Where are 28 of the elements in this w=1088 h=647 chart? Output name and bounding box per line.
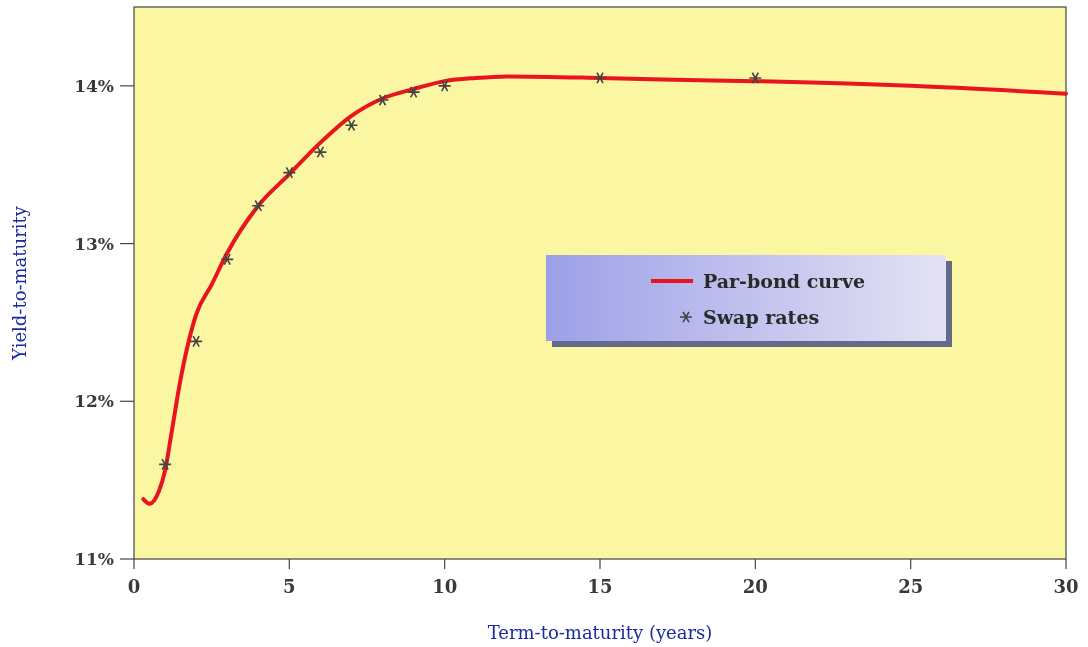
- point: [251, 199, 266, 212]
- point: [158, 458, 172, 471]
- legend-label: Swap rates: [703, 305, 820, 328]
- point: [437, 79, 452, 92]
- point: [593, 71, 607, 84]
- x-tick-label: 25: [898, 576, 924, 597]
- point: [344, 119, 359, 132]
- point: [375, 94, 390, 107]
- x-tick-label: 0: [127, 576, 141, 597]
- x-tick-label: 20: [742, 576, 768, 597]
- y-tick-label: 13%: [74, 233, 114, 254]
- y-tick-label: 12%: [74, 391, 114, 412]
- x-tick-label: 10: [432, 576, 458, 597]
- x-tick-label: 5: [283, 576, 296, 597]
- x-tick-label: 30: [1053, 576, 1079, 597]
- x-tick-label: 15: [587, 576, 613, 597]
- point: [406, 86, 421, 99]
- y-tick-label: 14%: [74, 75, 114, 96]
- point: [220, 253, 234, 266]
- point: [748, 71, 763, 84]
- x-axis-title: Term-to-maturity (years): [487, 622, 713, 643]
- point: [313, 146, 328, 159]
- point: [282, 166, 297, 179]
- line-series: [141, 74, 1068, 506]
- point: [189, 335, 203, 348]
- legend-label: Par-bond curve: [703, 269, 866, 292]
- y-axis-title: Yield-to-maturity: [9, 205, 30, 361]
- y-tick-label: 11%: [74, 548, 114, 569]
